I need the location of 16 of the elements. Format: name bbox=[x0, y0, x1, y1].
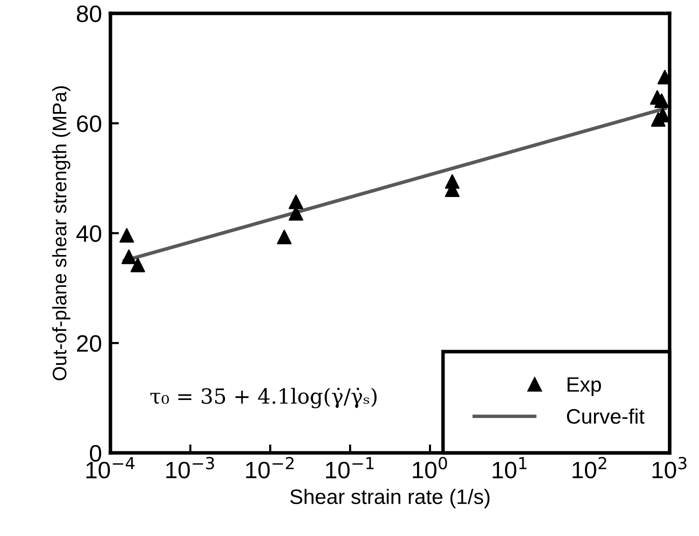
legend-label: Exp bbox=[568, 377, 601, 396]
x-tick-label: 10$^{0}$ bbox=[412, 456, 448, 478]
x-tick-label: 10$^{−1}$ bbox=[326, 457, 374, 478]
x-tick-label: 10$^{−2}$ bbox=[246, 456, 294, 478]
x-tick-label: 10$^{1}$ bbox=[492, 457, 526, 478]
x-axis-title: Shear strain rate (1/s) bbox=[290, 488, 490, 508]
y-tick-label: 40 bbox=[76, 225, 102, 242]
y-axis-title: Out-of-plane shear strength (MPa) bbox=[52, 86, 70, 380]
x-tick-label: 10$^{2}$ bbox=[572, 456, 606, 478]
y-tick-label: 80 bbox=[76, 5, 102, 22]
x-tick-label: 10$^{3}$ bbox=[652, 456, 686, 478]
y-tick-label: 20 bbox=[77, 335, 102, 352]
annotation: τ₀ = 35 + 4.1log(γ̇/γ̇ₛ) bbox=[150, 388, 377, 408]
legend-label: Curve-fit bbox=[566, 408, 644, 424]
y-tick-label: 60 bbox=[77, 115, 102, 132]
x-tick-label: 10$^{−3}$ bbox=[166, 456, 214, 478]
